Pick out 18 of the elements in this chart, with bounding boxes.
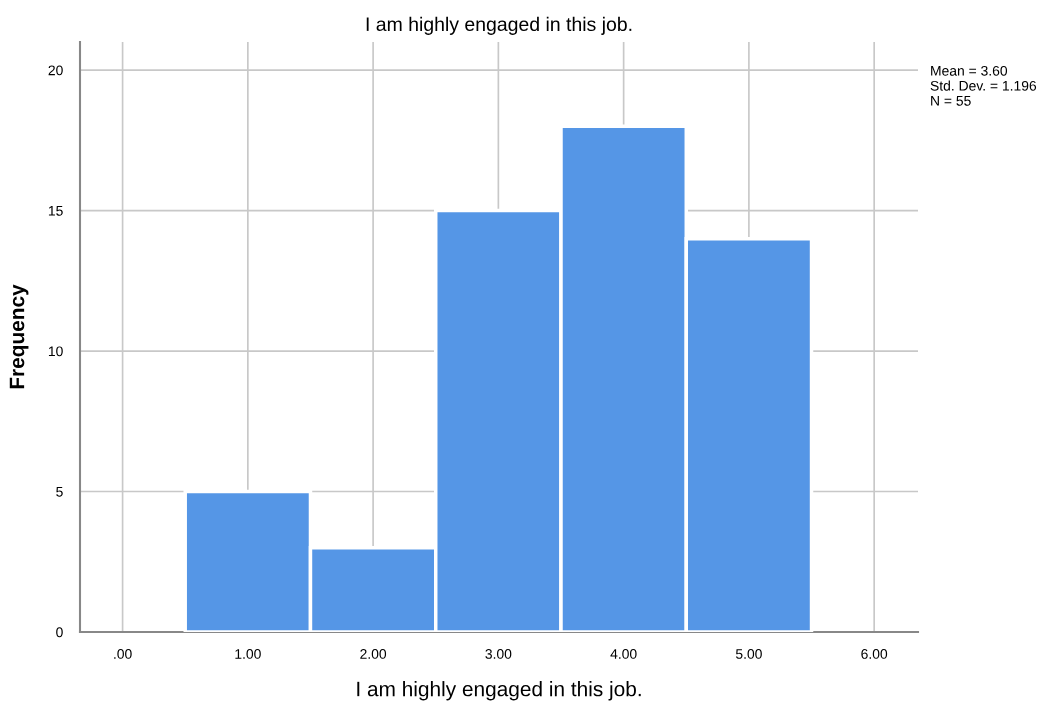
y-tick-label: 15 <box>48 206 63 216</box>
y-tick-label: 5 <box>56 487 63 497</box>
text: Std. Dev. = 1.196 <box>930 80 1037 91</box>
chart-title: I am highly engaged in this job. <box>366 16 632 35</box>
x-axis-title: I am highly engaged in this job. <box>357 681 641 701</box>
y-tick-label: 10 <box>48 346 63 357</box>
y-tick-label: 0 <box>56 627 63 638</box>
x-tick-label: 1.00 <box>235 649 261 659</box>
y-tick-label: 20 <box>48 65 63 76</box>
x-tick-label: 3.00 <box>485 649 512 659</box>
x-tick-label: 5.00 <box>735 649 762 659</box>
y-axis-title: Frequency <box>9 284 29 389</box>
text: Mean = 3.60 <box>931 65 1008 76</box>
text: N = 55 <box>931 96 971 106</box>
x-tick-label: 6.00 <box>861 649 888 659</box>
x-tick-label: .00 <box>114 649 132 659</box>
x-tick-label: 4.00 <box>610 649 637 659</box>
x-tick-label: 2.00 <box>360 649 387 659</box>
